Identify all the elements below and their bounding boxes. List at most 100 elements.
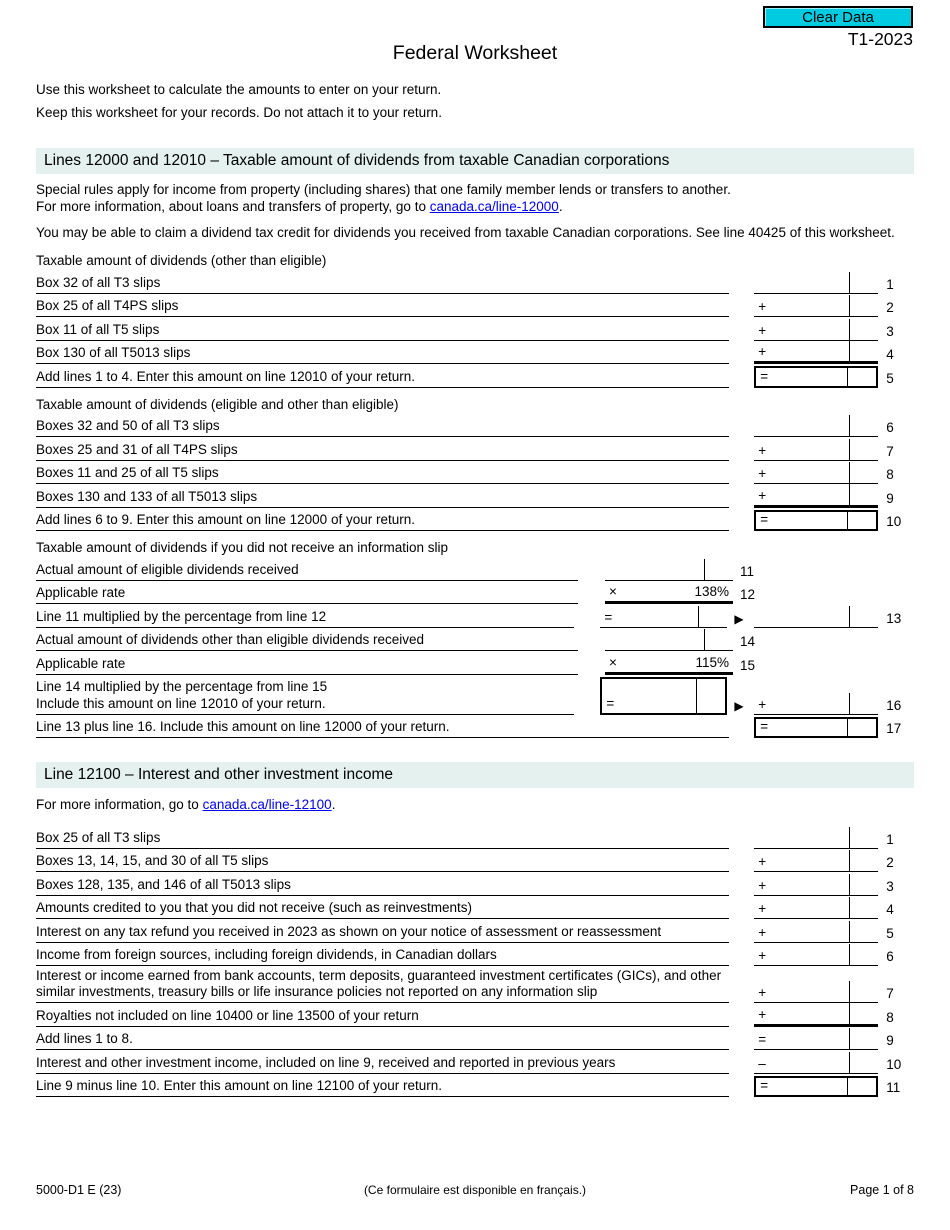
spacer <box>729 270 754 294</box>
spacer <box>729 1003 754 1027</box>
amount-field[interactable]: + <box>754 437 879 461</box>
operator: + <box>758 344 767 359</box>
operator: + <box>758 466 767 481</box>
link-line-12000[interactable]: canada.ca/line-12000 <box>429 199 559 214</box>
total-amount-field[interactable]: = <box>754 716 879 738</box>
table-row: Add lines 1 to 8. = 9 <box>36 1027 914 1050</box>
amount-field[interactable] <box>605 557 733 581</box>
cents-divider <box>849 415 851 436</box>
rate-value: 115% <box>695 654 729 670</box>
amount-field[interactable] <box>754 604 879 628</box>
amount-field[interactable]: = <box>600 604 728 628</box>
cents-divider <box>849 295 851 316</box>
amount-field[interactable]: – <box>754 1050 879 1074</box>
table-row: Boxes 11 and 25 of all T5 slips + 8 <box>36 461 914 485</box>
table-row: Box 25 of all T3 slips 1 <box>36 825 914 849</box>
row-label: Box 32 of all T3 slips <box>36 270 730 294</box>
amount-field[interactable]: + <box>754 1002 879 1027</box>
amount-field[interactable]: = <box>754 509 879 531</box>
cents-divider <box>849 318 851 340</box>
line-number: 8 <box>886 1009 894 1025</box>
amount-field[interactable] <box>754 825 879 849</box>
row-label: Interest and other investment income, in… <box>36 1050 730 1074</box>
amount-field[interactable]: + <box>754 483 879 508</box>
operator: + <box>758 948 767 963</box>
amount-field[interactable]: + <box>754 461 879 484</box>
intro-line-2: Keep this worksheet for your records. Do… <box>36 105 442 120</box>
row-label: Boxes 13, 14, 15, and 30 of all T5 slips <box>36 849 730 872</box>
cents-divider <box>849 462 851 483</box>
cents-divider <box>849 897 851 918</box>
amount-field[interactable]: + <box>754 340 879 364</box>
amount-field[interactable]: = <box>754 1075 879 1097</box>
table-row-16: Line 14 multiplied by the percentage fro… <box>36 675 914 715</box>
paragraph-text: . <box>558 199 563 214</box>
amount-field[interactable]: + <box>754 943 879 966</box>
cents-divider <box>847 718 849 736</box>
amount-field[interactable]: + <box>754 849 879 872</box>
row-label: Box 130 of all T5013 slips <box>36 341 730 364</box>
page-title: Federal Worksheet <box>392 42 558 64</box>
dividends-eligible-table: Boxes 32 and 50 of all T3 slips 6 Boxes … <box>36 414 914 532</box>
row-label: Line 14 multiplied by the percentage fro… <box>36 675 574 715</box>
amount-field[interactable]: + <box>754 966 879 1003</box>
amount-field[interactable] <box>754 270 879 294</box>
amount-field[interactable]: + <box>754 294 879 317</box>
table-row: Boxes 130 and 133 of all T5013 slips + 9 <box>36 483 914 508</box>
amount-field[interactable]: = <box>754 366 879 388</box>
amount-field[interactable]: + <box>754 317 879 341</box>
clear-data-button[interactable]: Clear Data <box>763 6 913 28</box>
line-number: 1 <box>886 276 894 292</box>
amount-field[interactable]: + <box>754 919 879 943</box>
amount-field[interactable] <box>605 628 733 651</box>
cents-divider <box>849 483 851 505</box>
amount-field[interactable]: = <box>754 1027 879 1050</box>
spacer <box>729 461 754 485</box>
equals-operator: = <box>604 609 613 625</box>
equals-operator: = <box>606 695 615 711</box>
total-amount-field[interactable]: = <box>600 676 728 715</box>
interest-income-table: Box 25 of all T3 slips 1 Boxes 13, 14, 1… <box>36 825 914 1097</box>
spacer <box>729 414 754 438</box>
spacer <box>578 581 605 605</box>
spacer <box>729 341 754 365</box>
row-label: Applicable rate <box>36 581 578 604</box>
intro-line-1: Use this worksheet to calculate the amou… <box>36 82 442 97</box>
paragraph-text: Special rules apply for income from prop… <box>36 182 731 197</box>
amount-field[interactable]: + <box>754 675 879 715</box>
operator: + <box>758 985 767 1000</box>
cents-divider <box>847 1077 849 1095</box>
table-row: Royalties not included on line 10400 or … <box>36 1002 914 1027</box>
spacer <box>729 508 754 532</box>
spacer <box>729 1074 754 1098</box>
cents-divider <box>698 605 700 627</box>
amount-field[interactable] <box>754 414 879 437</box>
spacer <box>729 715 754 739</box>
link-line-12100[interactable]: canada.ca/line-12100 <box>202 797 332 812</box>
amount-field[interactable]: + <box>754 872 879 896</box>
row-label: Add lines 6 to 9. Enter this amount on l… <box>36 508 730 531</box>
line-number: 3 <box>886 878 894 894</box>
spacer <box>760 651 914 675</box>
operator: = <box>760 512 769 527</box>
cents-divider <box>849 826 851 848</box>
spacer <box>578 628 605 652</box>
operator: + <box>758 1006 767 1022</box>
table-row: Line 9 minus line 10. Enter this amount … <box>36 1074 914 1098</box>
row-label: Actual amount of eligible dividends rece… <box>36 557 578 581</box>
rate-value: 138% <box>694 584 729 599</box>
spacer <box>729 317 754 341</box>
row-label: Royalties not included on line 10400 or … <box>36 1003 730 1027</box>
french-availability-note: (Ce formulaire est disponible en françai… <box>363 1183 587 1197</box>
line-number: 13 <box>886 610 902 626</box>
spacer <box>729 484 754 508</box>
plus-operator: + <box>758 696 767 712</box>
line-number: 4 <box>886 902 894 917</box>
row-label: Boxes 11 and 25 of all T5 slips <box>36 461 730 484</box>
row-label: Actual amount of dividends other than el… <box>36 628 578 651</box>
spacer <box>578 557 605 581</box>
line-number: 7 <box>886 986 894 1001</box>
amount-field[interactable]: + <box>754 896 879 919</box>
group-label-no-information-slip: Taxable amount of dividends if you did n… <box>36 540 448 555</box>
cents-divider <box>704 558 705 580</box>
